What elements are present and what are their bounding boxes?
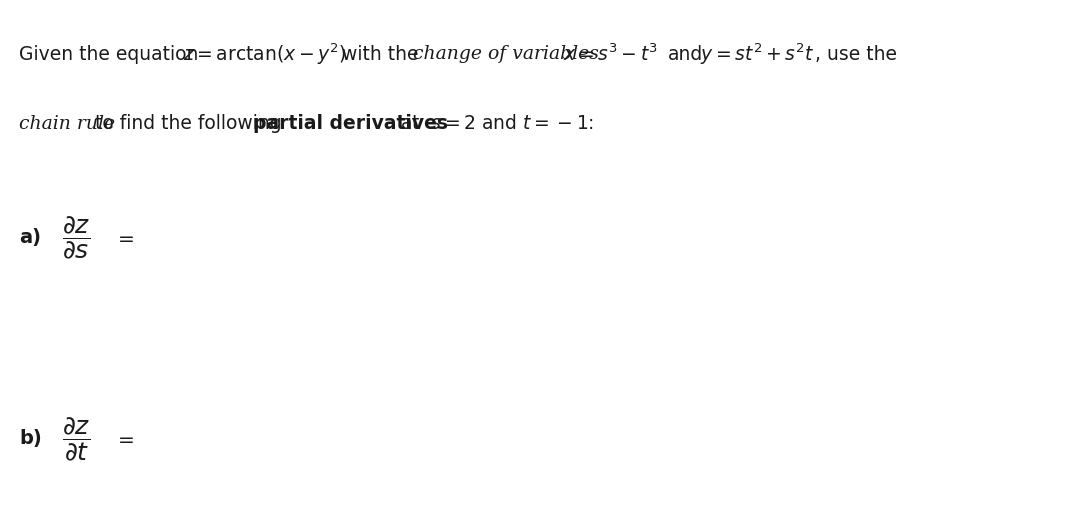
Text: $x = s^3 - t^3$: $x = s^3 - t^3$ xyxy=(563,43,658,65)
Text: Given the equation: Given the equation xyxy=(19,45,198,63)
Text: partial derivatives: partial derivatives xyxy=(253,115,448,133)
Text: , use the: , use the xyxy=(815,45,896,63)
Text: change of variables: change of variables xyxy=(413,45,598,63)
Text: with the: with the xyxy=(342,45,418,63)
Text: $\dfrac{\partial z}{\partial s}$: $\dfrac{\partial z}{\partial s}$ xyxy=(62,214,91,261)
Text: $\dfrac{\partial z}{\partial t}$: $\dfrac{\partial z}{\partial t}$ xyxy=(62,415,91,462)
Text: $z = \arctan(x - y^2)$: $z = \arctan(x - y^2)$ xyxy=(183,41,346,67)
Text: a): a) xyxy=(19,228,42,247)
Text: chain rule: chain rule xyxy=(19,115,116,133)
Text: $y = st^2 + s^2t$: $y = st^2 + s^2t$ xyxy=(700,41,815,67)
Text: and: and xyxy=(668,45,703,63)
Text: b): b) xyxy=(19,429,42,448)
Text: $=$: $=$ xyxy=(114,228,134,247)
Text: $=$: $=$ xyxy=(114,429,134,448)
Text: at  $s = 2$ and $t = -1$:: at $s = 2$ and $t = -1$: xyxy=(400,115,594,133)
Text: to find the following: to find the following xyxy=(95,115,282,133)
